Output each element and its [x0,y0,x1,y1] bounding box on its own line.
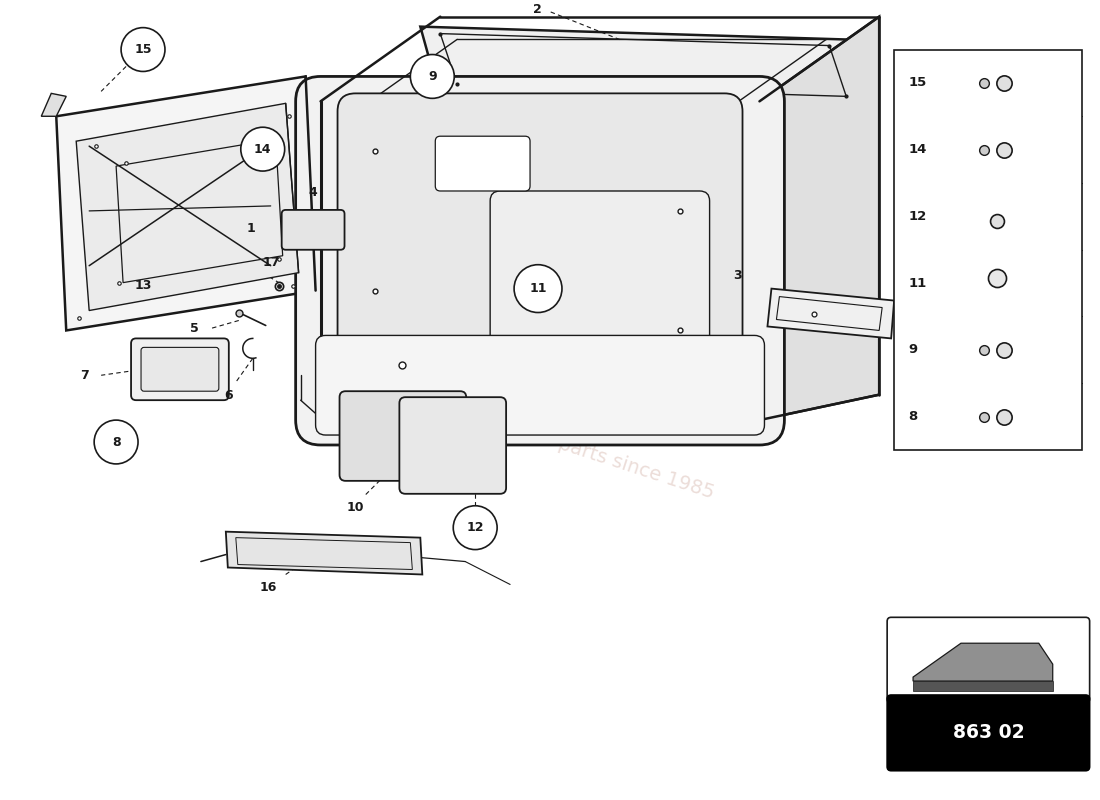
Text: 8: 8 [909,410,917,423]
Polygon shape [768,289,894,338]
FancyBboxPatch shape [491,191,710,370]
Text: 13: 13 [134,279,152,292]
Text: 9: 9 [428,70,437,83]
Polygon shape [42,94,66,116]
FancyBboxPatch shape [436,136,530,191]
Circle shape [410,54,454,98]
Text: euroPAres: euroPAres [309,208,791,433]
FancyBboxPatch shape [316,335,764,435]
Text: 1: 1 [248,222,255,235]
Text: 3: 3 [734,269,741,282]
Text: 15: 15 [909,77,926,90]
Text: a passion for Audi parts since 1985: a passion for Audi parts since 1985 [383,378,717,502]
Text: 863 02: 863 02 [953,723,1024,742]
Text: 5: 5 [190,322,199,335]
Text: 7: 7 [80,369,89,382]
Text: 2: 2 [534,3,542,16]
FancyBboxPatch shape [338,94,742,388]
FancyBboxPatch shape [282,210,344,250]
FancyBboxPatch shape [131,338,229,400]
Polygon shape [420,26,867,103]
Text: 14: 14 [254,142,272,156]
FancyBboxPatch shape [894,50,1081,450]
FancyBboxPatch shape [887,618,1090,703]
Polygon shape [76,103,298,310]
Polygon shape [913,643,1053,681]
FancyBboxPatch shape [887,695,1090,770]
Text: 15: 15 [134,43,152,56]
Polygon shape [759,17,879,420]
Text: 16: 16 [260,581,277,594]
Polygon shape [226,532,422,574]
FancyBboxPatch shape [340,391,466,481]
Text: 14: 14 [909,143,926,156]
Text: 12: 12 [909,210,926,223]
FancyBboxPatch shape [296,77,784,445]
FancyBboxPatch shape [141,347,219,391]
FancyBboxPatch shape [399,397,506,494]
Text: 12: 12 [466,521,484,534]
Text: 11: 11 [529,282,547,295]
Circle shape [121,28,165,71]
Circle shape [514,265,562,313]
Polygon shape [56,77,316,330]
Text: 8: 8 [112,435,120,449]
Text: 4: 4 [308,186,317,199]
Text: 11: 11 [909,277,926,290]
Text: 17: 17 [263,256,280,270]
Circle shape [95,420,138,464]
Text: 9: 9 [909,343,917,356]
Circle shape [453,506,497,550]
Polygon shape [913,681,1053,691]
Circle shape [241,127,285,171]
Text: 10: 10 [346,502,364,514]
Text: 6: 6 [224,389,233,402]
